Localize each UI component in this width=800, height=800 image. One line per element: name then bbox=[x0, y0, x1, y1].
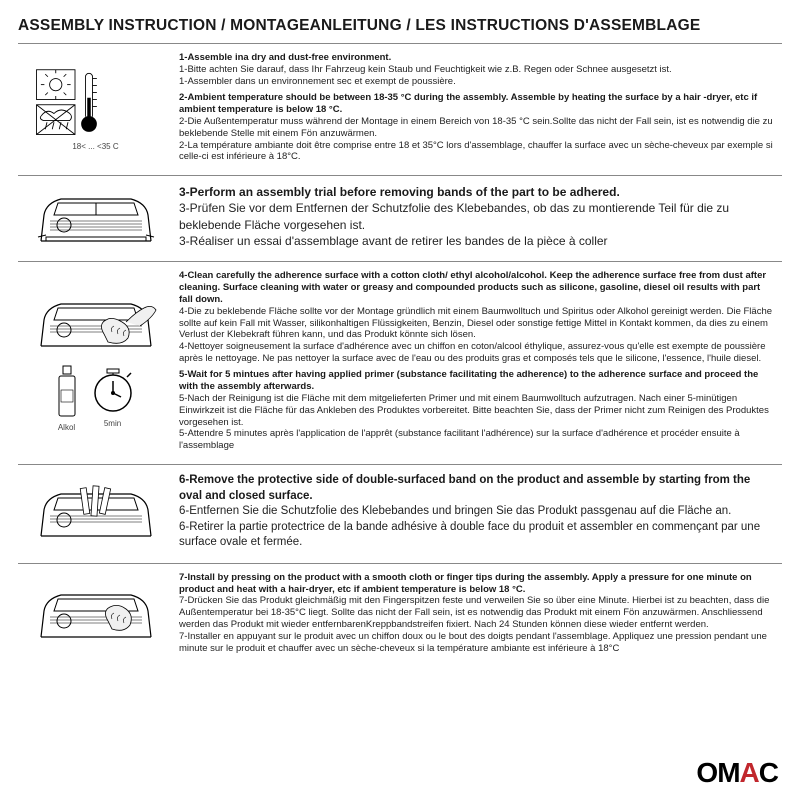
icon-clean-wait: Alkol 5min bbox=[18, 268, 173, 458]
step-1: 1-Assemble ina dry and dust-free environ… bbox=[179, 52, 776, 88]
icon-press-install bbox=[18, 570, 173, 661]
step-5: 5-Wait for 5 mintues after having applie… bbox=[179, 369, 776, 452]
alcohol-bottle-icon bbox=[55, 364, 79, 419]
clock-label: 5min bbox=[89, 419, 137, 429]
step-4: 4-Clean carefully the adherence surface … bbox=[179, 270, 776, 365]
icon-car-trial bbox=[18, 182, 173, 255]
row-6: 6-Remove the protective side of double-s… bbox=[18, 465, 782, 564]
temp-range-label: 18< ... <35 C bbox=[72, 142, 118, 152]
icon-remove-tape bbox=[18, 471, 173, 557]
icon-temperature: 18< ... <35 C bbox=[18, 50, 173, 169]
car-press-icon bbox=[26, 585, 166, 645]
text-1-2: 1-Assemble ina dry and dust-free environ… bbox=[173, 50, 782, 169]
text-3: 3-Perform an assembly trial before remov… bbox=[173, 182, 782, 255]
weather-temp-icon bbox=[26, 68, 166, 138]
car-cleaning-icon bbox=[26, 294, 166, 354]
step-2: 2-Ambient temperature should be between … bbox=[179, 92, 776, 163]
text-4-5: 4-Clean carefully the adherence surface … bbox=[173, 268, 782, 458]
row-3: 3-Perform an assembly trial before remov… bbox=[18, 176, 782, 262]
clock-icon bbox=[89, 367, 137, 415]
car-front-icon bbox=[26, 189, 166, 249]
text-7: 7-Install by pressing on the product wit… bbox=[173, 570, 782, 661]
step-3: 3-Perform an assembly trial before remov… bbox=[179, 184, 776, 249]
page-title: ASSEMBLY INSTRUCTION / MONTAGEANLEITUNG … bbox=[18, 10, 782, 44]
text-6: 6-Remove the protective side of double-s… bbox=[173, 471, 782, 557]
brand-logo: OMAC bbox=[696, 755, 778, 790]
row-7: 7-Install by pressing on the product wit… bbox=[18, 564, 782, 667]
step-7: 7-Install by pressing on the product wit… bbox=[179, 572, 776, 655]
step-6: 6-Remove the protective side of double-s… bbox=[179, 473, 776, 551]
alcohol-label: Alkol bbox=[55, 423, 79, 433]
row-4-5: Alkol 5min 4-Clean carefully the adheren… bbox=[18, 262, 782, 465]
row-1-2: 18< ... <35 C 1-Assemble ina dry and dus… bbox=[18, 44, 782, 176]
car-tape-icon bbox=[26, 484, 166, 544]
